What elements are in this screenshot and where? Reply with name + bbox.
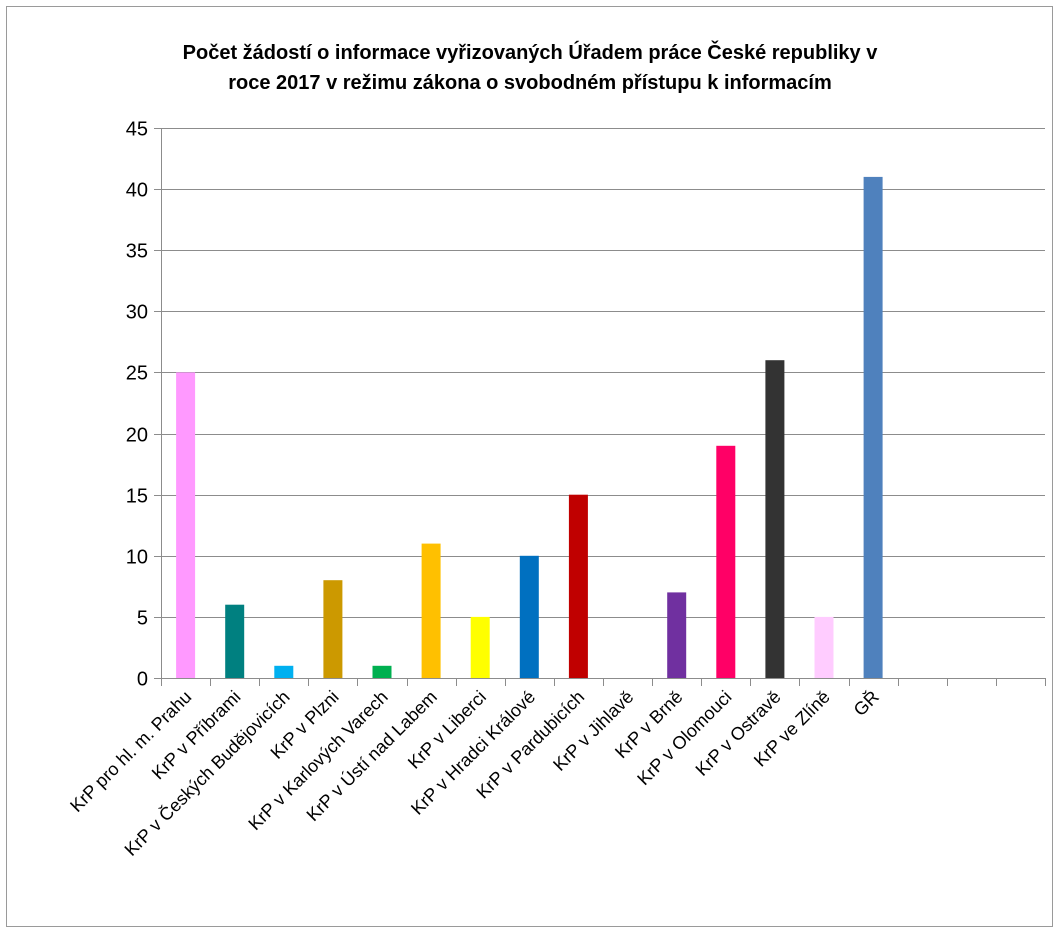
- chart-title-line-1: Počet žádostí o informace vyřizovaných Ú…: [182, 42, 878, 64]
- y-tick-label: 0: [137, 669, 148, 691]
- chart-title: Počet žádostí o informace vyřizovaných Ú…: [60, 38, 1000, 98]
- x-category-label: GŘ: [850, 687, 883, 720]
- bars: [176, 176, 883, 678]
- bar: [568, 494, 588, 678]
- y-tick-label: 25: [126, 363, 148, 385]
- y-tick-label: 15: [126, 486, 148, 508]
- y-tick-label: 20: [126, 425, 148, 447]
- bar: [176, 372, 196, 678]
- bar: [323, 580, 343, 678]
- y-tick-label: 45: [126, 119, 148, 141]
- bar: [470, 616, 490, 678]
- bar: [274, 665, 294, 678]
- y-tick-label: 30: [126, 302, 148, 324]
- bar: [667, 592, 687, 678]
- chart-title-line-2: roce 2017 v režimu zákona o svobodném př…: [228, 72, 832, 94]
- y-tick-label: 40: [126, 180, 148, 202]
- bar: [765, 360, 785, 678]
- bar: [716, 445, 736, 678]
- x-category-label: KrP v Ostravě: [692, 687, 785, 780]
- bar: [225, 604, 245, 678]
- bar: [863, 176, 883, 678]
- y-tick-label: 10: [126, 547, 148, 569]
- axes: [154, 128, 1046, 686]
- y-tick-label: 35: [126, 241, 148, 263]
- bar: [519, 555, 539, 678]
- bar: [814, 616, 834, 678]
- bar: [372, 665, 392, 678]
- bar: [421, 543, 441, 678]
- gridlines: [161, 128, 1045, 618]
- y-tick-labels: 0 5 10 15 20 25 30 35 40 45: [126, 119, 148, 691]
- y-tick-label: 5: [137, 608, 148, 630]
